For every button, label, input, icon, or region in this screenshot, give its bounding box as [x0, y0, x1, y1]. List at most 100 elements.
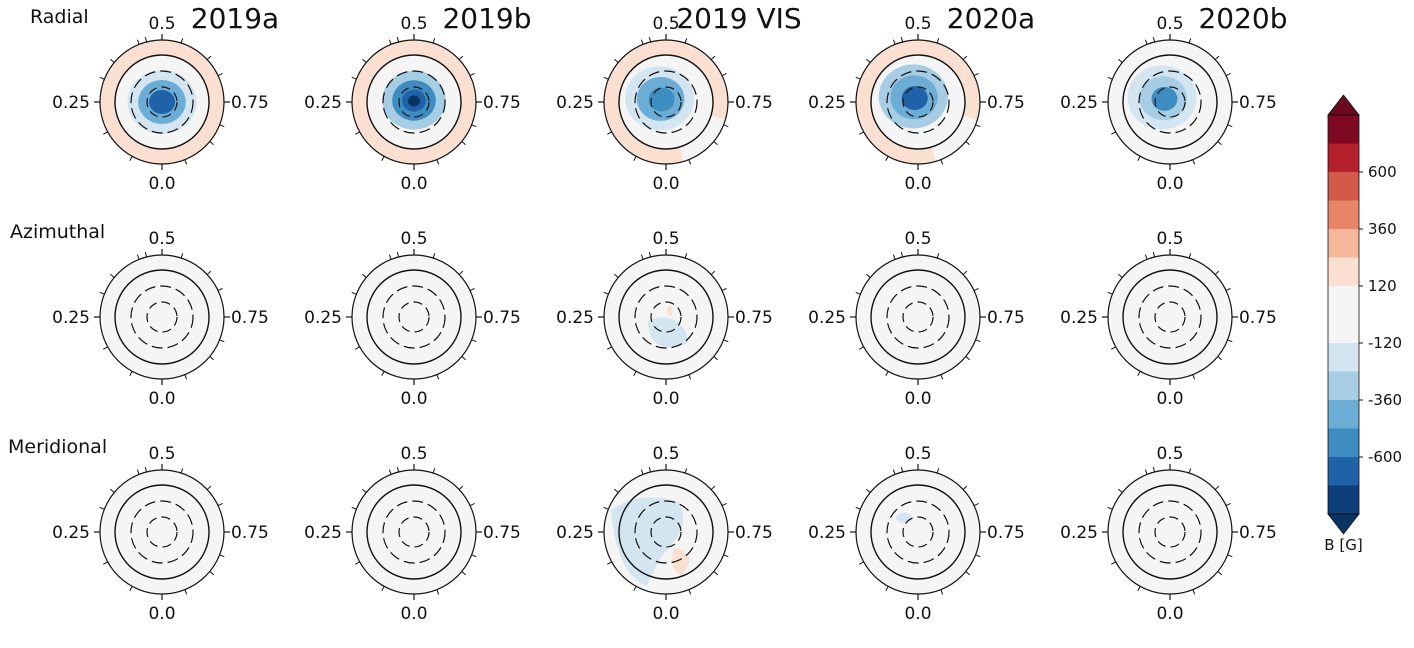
polar-map: 0.5 0.25 0.75 0.0 2019b	[304, 2, 531, 194]
phase-tick	[1118, 488, 1123, 493]
phase-tick	[206, 270, 212, 275]
phase-label-bottom: 0.0	[904, 604, 931, 624]
latitude-ring	[1154, 86, 1186, 118]
phase-tick	[603, 291, 609, 295]
phase-tick	[723, 124, 729, 128]
phase-tick	[940, 159, 944, 165]
phase-tick	[180, 468, 184, 474]
phase-label-top: 0.5	[652, 444, 679, 464]
latitude-ring	[634, 70, 698, 134]
phase-tick	[184, 589, 188, 595]
phase-tick	[396, 251, 400, 258]
phase-tick	[381, 156, 385, 161]
phase-tick	[885, 371, 889, 376]
latitude-ring	[886, 500, 950, 564]
phase-tick	[940, 589, 944, 595]
phase-label-left: 0.25	[556, 93, 594, 113]
phase-tick	[388, 254, 392, 260]
phase-tick	[355, 346, 360, 350]
phase-label-left: 0.25	[52, 523, 90, 543]
phase-tick	[648, 36, 652, 43]
polar-map: 0.5 0.25 0.75 0.0 2019 VIS	[556, 2, 802, 194]
phase-tick	[458, 55, 464, 60]
phase-tick	[1217, 571, 1222, 576]
phase-label-right: 0.75	[483, 93, 521, 113]
phase-tick	[217, 73, 223, 77]
phase-tick	[713, 141, 718, 146]
phase-label-top: 0.5	[904, 14, 931, 34]
phase-tick	[436, 159, 440, 165]
map-background	[1108, 255, 1232, 379]
phase-tick	[614, 58, 619, 63]
colorbar-tick-label: 600	[1368, 163, 1397, 181]
phase-tick	[355, 131, 360, 135]
latitude-ring	[634, 500, 698, 564]
panels-group: Radial 0.5 0.25 0.75 0.0 2019a 0.5 0.25 0.75 0.0 2…	[8, 2, 1288, 624]
equator-circle	[870, 484, 966, 580]
phase-tick	[219, 554, 225, 558]
phase-tick	[614, 273, 619, 278]
phase-label-bottom: 0.0	[400, 389, 427, 409]
colorbar-tick-label: -360	[1368, 391, 1402, 409]
phase-tick	[1118, 273, 1123, 278]
map-background	[352, 470, 476, 594]
phase-tick	[351, 291, 357, 295]
phase-tick	[99, 291, 105, 295]
map-background	[856, 255, 980, 379]
equator-circle	[870, 54, 966, 150]
phase-tick	[103, 131, 108, 135]
phase-label-bottom: 0.0	[400, 174, 427, 194]
field-contour	[667, 306, 673, 316]
phase-label-bottom: 0.0	[148, 174, 175, 194]
polar-map: 0.5 0.25 0.75 0.0	[304, 444, 521, 624]
phase-tick	[136, 39, 140, 45]
phase-tick	[209, 356, 214, 361]
colorbar-tick-label: 120	[1368, 277, 1397, 295]
phase-tick	[1227, 554, 1233, 558]
phase-label-left: 0.25	[808, 93, 846, 113]
colorbar-level	[1328, 314, 1359, 343]
phase-tick	[129, 586, 133, 591]
latitude-ring	[146, 301, 178, 333]
colorbar-extend-min	[1327, 513, 1360, 535]
phase-tick	[217, 503, 223, 507]
latitude-ring	[886, 70, 950, 134]
phase-label-right: 0.75	[231, 93, 269, 113]
field-contour	[648, 87, 675, 112]
phase-tick	[219, 339, 225, 343]
map-surface	[100, 40, 224, 164]
latitude-ring	[1138, 500, 1202, 564]
map-surface	[352, 470, 476, 594]
phase-label-top: 0.5	[1156, 444, 1183, 464]
phase-tick	[900, 251, 904, 258]
column-title: 2019 VIS	[676, 2, 801, 35]
field-contour	[896, 513, 912, 523]
phase-label-bottom: 0.0	[148, 604, 175, 624]
field-contour	[672, 548, 690, 576]
equator-circle	[1122, 484, 1218, 580]
phase-tick	[940, 374, 944, 380]
phase-tick	[209, 571, 214, 576]
equator-circle	[1122, 54, 1218, 150]
phase-tick	[1214, 270, 1220, 275]
latitude-ring	[1154, 301, 1186, 333]
phase-tick	[180, 38, 184, 44]
phase-tick	[144, 466, 148, 473]
map-background	[100, 470, 224, 594]
equator-circle	[618, 484, 714, 580]
colorbar-tick-label: 360	[1368, 220, 1397, 238]
equator-circle	[618, 269, 714, 365]
map-surface	[100, 470, 224, 594]
phase-tick	[885, 586, 889, 591]
map-background	[1108, 470, 1232, 594]
phase-tick	[859, 561, 864, 565]
phase-tick	[432, 253, 436, 259]
phase-label-top: 0.5	[904, 229, 931, 249]
phase-tick	[866, 58, 871, 63]
latitude-ring	[650, 516, 682, 548]
phase-tick	[99, 76, 105, 80]
map-background	[352, 255, 476, 379]
latitude-ring	[902, 301, 934, 333]
phase-label-top: 0.5	[1156, 14, 1183, 34]
